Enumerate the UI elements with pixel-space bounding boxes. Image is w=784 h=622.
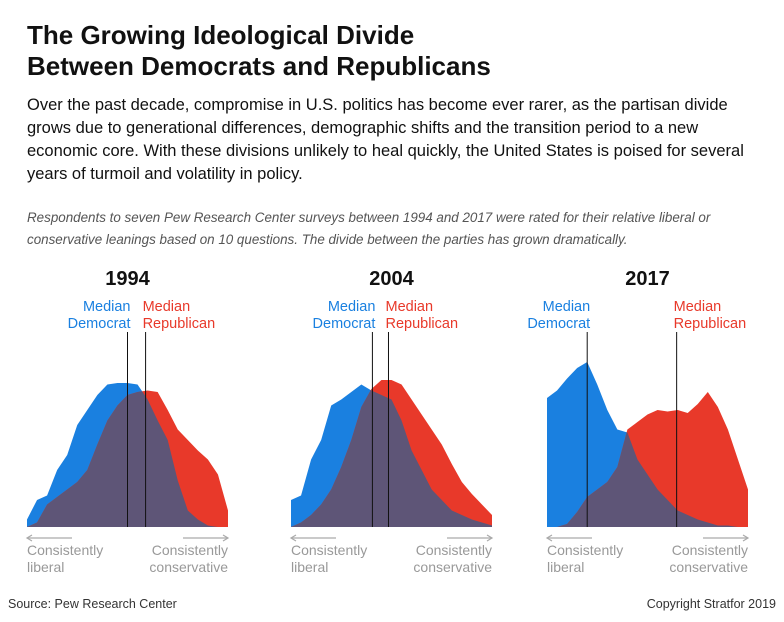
median-label: Median Democrat	[312, 299, 376, 332]
arrow-head	[222, 534, 230, 542]
median-label: Median Democrat	[67, 299, 131, 332]
title-line: Between Democrats and Republicans	[27, 51, 491, 81]
source: Source: Pew Research Center	[8, 597, 177, 611]
year-title: 1994	[105, 268, 150, 290]
x-label: Consistently liberal	[547, 542, 624, 575]
arrow-head	[486, 534, 494, 542]
summary: Over the past decade, compromise in U.S.…	[27, 96, 744, 183]
arrow-head	[289, 534, 297, 542]
title: The Growing Ideological Divide Between D…	[27, 20, 491, 82]
arrow-head	[25, 534, 33, 542]
median-label: Median Democrat	[527, 299, 591, 332]
x-label: Consistently conservative	[149, 542, 228, 575]
x-label: Consistently liberal	[27, 542, 104, 575]
x-label: Consistently conservative	[413, 542, 492, 575]
title-line: The Growing Ideological Divide	[27, 20, 415, 50]
year-title: 2004	[369, 268, 414, 290]
median-label: Median Republican	[385, 299, 459, 332]
area	[547, 362, 748, 527]
median-label: Median Republican	[142, 299, 216, 332]
x-label: Consistently liberal	[291, 542, 368, 575]
x-label: Consistently conservative	[669, 542, 748, 575]
arrow-head	[742, 534, 750, 542]
arrow-head	[545, 534, 553, 542]
median-label: Median Republican	[673, 299, 747, 332]
note: Respondents to seven Pew Research Center…	[27, 210, 711, 247]
year-title: 2017	[625, 268, 670, 290]
copyright: Copyright Stratfor 2019	[646, 597, 776, 611]
